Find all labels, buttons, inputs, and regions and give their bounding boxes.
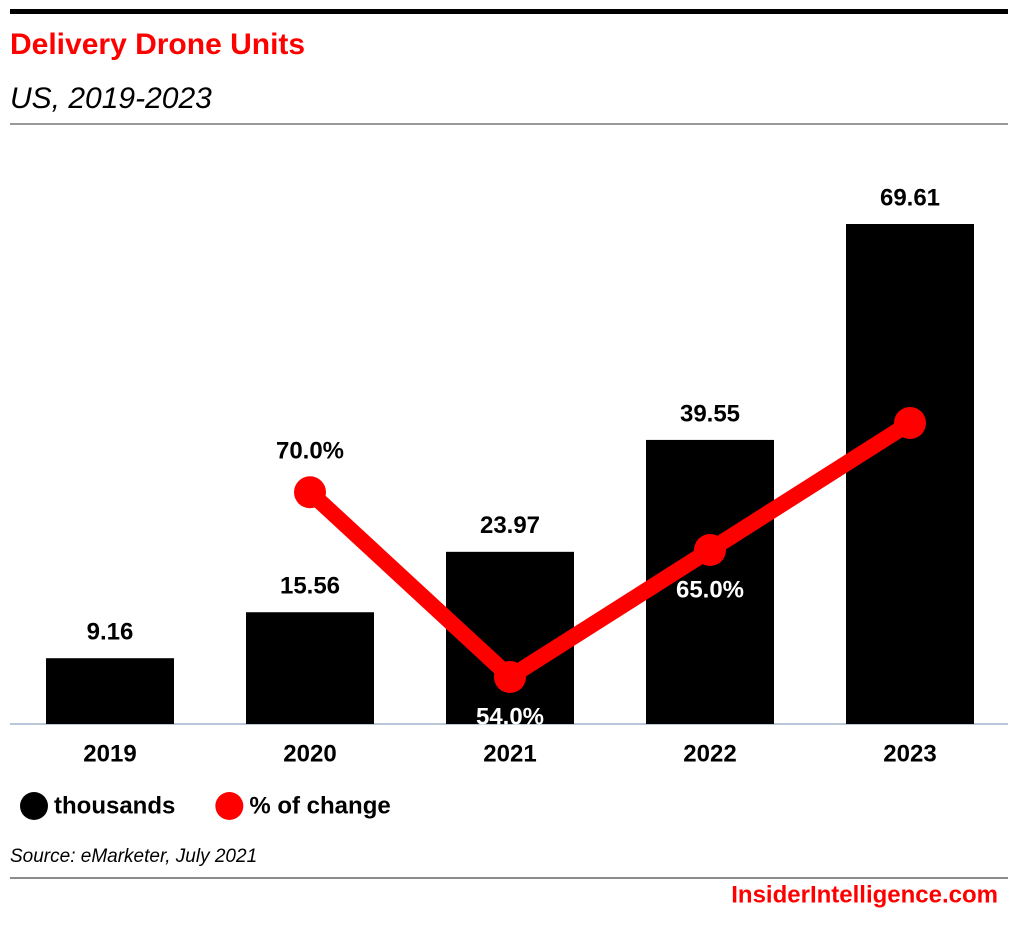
- bar-value-label: 69.61: [880, 184, 940, 211]
- legend-marker: [215, 792, 244, 820]
- x-tick-label: 2021: [483, 740, 536, 767]
- line: [304, 416, 915, 685]
- brand: InsiderIntelligence.com: [731, 881, 998, 908]
- x-tick-label: 2019: [83, 740, 136, 767]
- x-tick-label: 2022: [683, 740, 736, 767]
- bar-value-label: 39.55: [680, 400, 740, 427]
- line-point: [894, 407, 926, 439]
- legend-marker: [20, 792, 48, 820]
- line-point: [494, 661, 526, 693]
- line-point: [694, 534, 726, 566]
- source: Source: eMarketer, July 2021: [10, 846, 257, 867]
- line-point: [294, 476, 326, 509]
- legend-label: % of change: [249, 792, 390, 819]
- bar-value-label: 15.56: [280, 573, 340, 600]
- line-value-label: 65.0%: [676, 576, 744, 603]
- chart-subtitle: US, 2019-2023: [10, 82, 212, 115]
- legend-label: thousands: [54, 792, 175, 819]
- line-value-label: 76.0%: [876, 368, 944, 395]
- chart-title: Delivery Drone Units: [10, 28, 305, 61]
- line-value-label: 70.0%: [276, 438, 344, 465]
- bar: [46, 658, 174, 724]
- top-rule: [10, 9, 1008, 14]
- x-tick-label: 2020: [283, 740, 336, 767]
- bar-value-label: 9.16: [87, 619, 134, 646]
- bar: [246, 612, 374, 724]
- bar: [846, 224, 974, 724]
- line-value-label: 54.0%: [476, 703, 544, 730]
- bar-value-label: 23.97: [480, 512, 540, 539]
- x-tick-label: 2023: [883, 740, 936, 767]
